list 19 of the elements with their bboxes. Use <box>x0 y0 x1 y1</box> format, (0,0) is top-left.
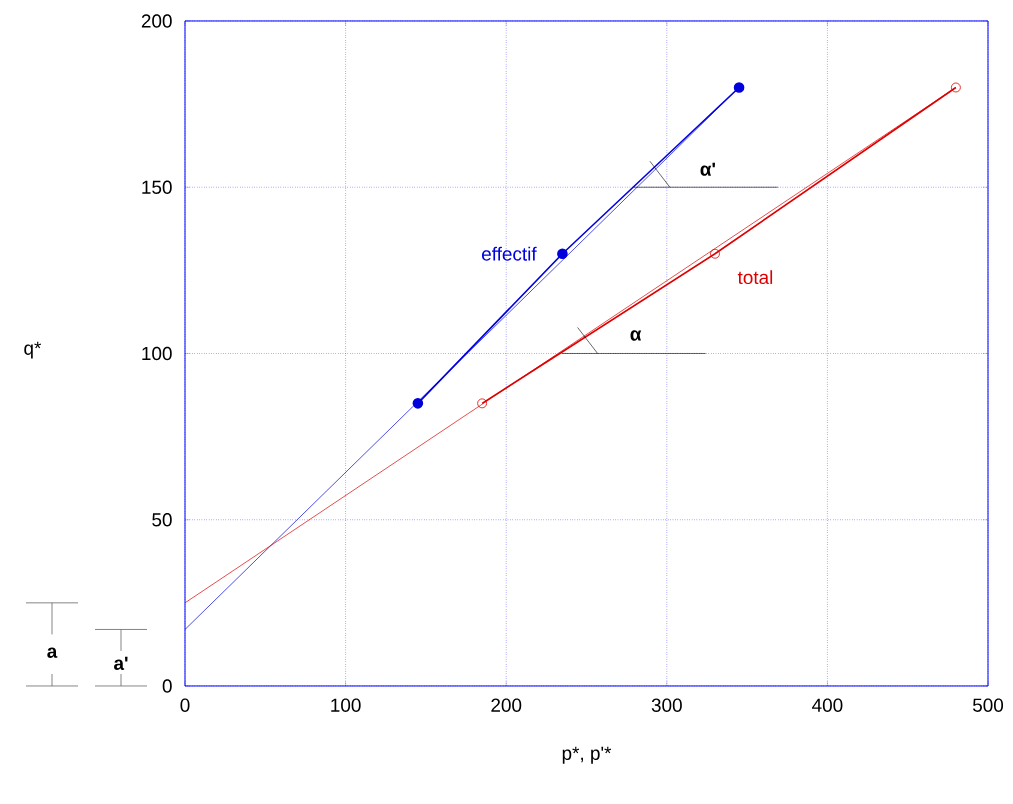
annotation: α' <box>700 162 715 176</box>
y-tick-label: 50 <box>152 513 172 527</box>
x-tick-label: 0 <box>180 698 190 712</box>
annotation: α <box>630 330 642 341</box>
y-tick-label: 0 <box>162 679 172 693</box>
y-tick-label: 150 <box>142 180 172 194</box>
text: a' <box>114 656 128 670</box>
x-tick-label: 300 <box>651 698 682 712</box>
y-tick-label: 200 <box>141 14 172 28</box>
x-tick-label: 200 <box>491 698 522 712</box>
x-axis-title: p*, p'* <box>562 746 612 764</box>
text: a <box>47 647 58 658</box>
x-tick-label: 500 <box>972 698 1004 712</box>
text: q* <box>24 341 42 359</box>
series-label: total <box>737 270 773 285</box>
series-label: effectif <box>482 246 537 261</box>
y-tick-label: 100 <box>142 346 172 361</box>
x-tick-label: 400 <box>812 698 843 712</box>
x-tick-label: 100 <box>331 698 361 712</box>
